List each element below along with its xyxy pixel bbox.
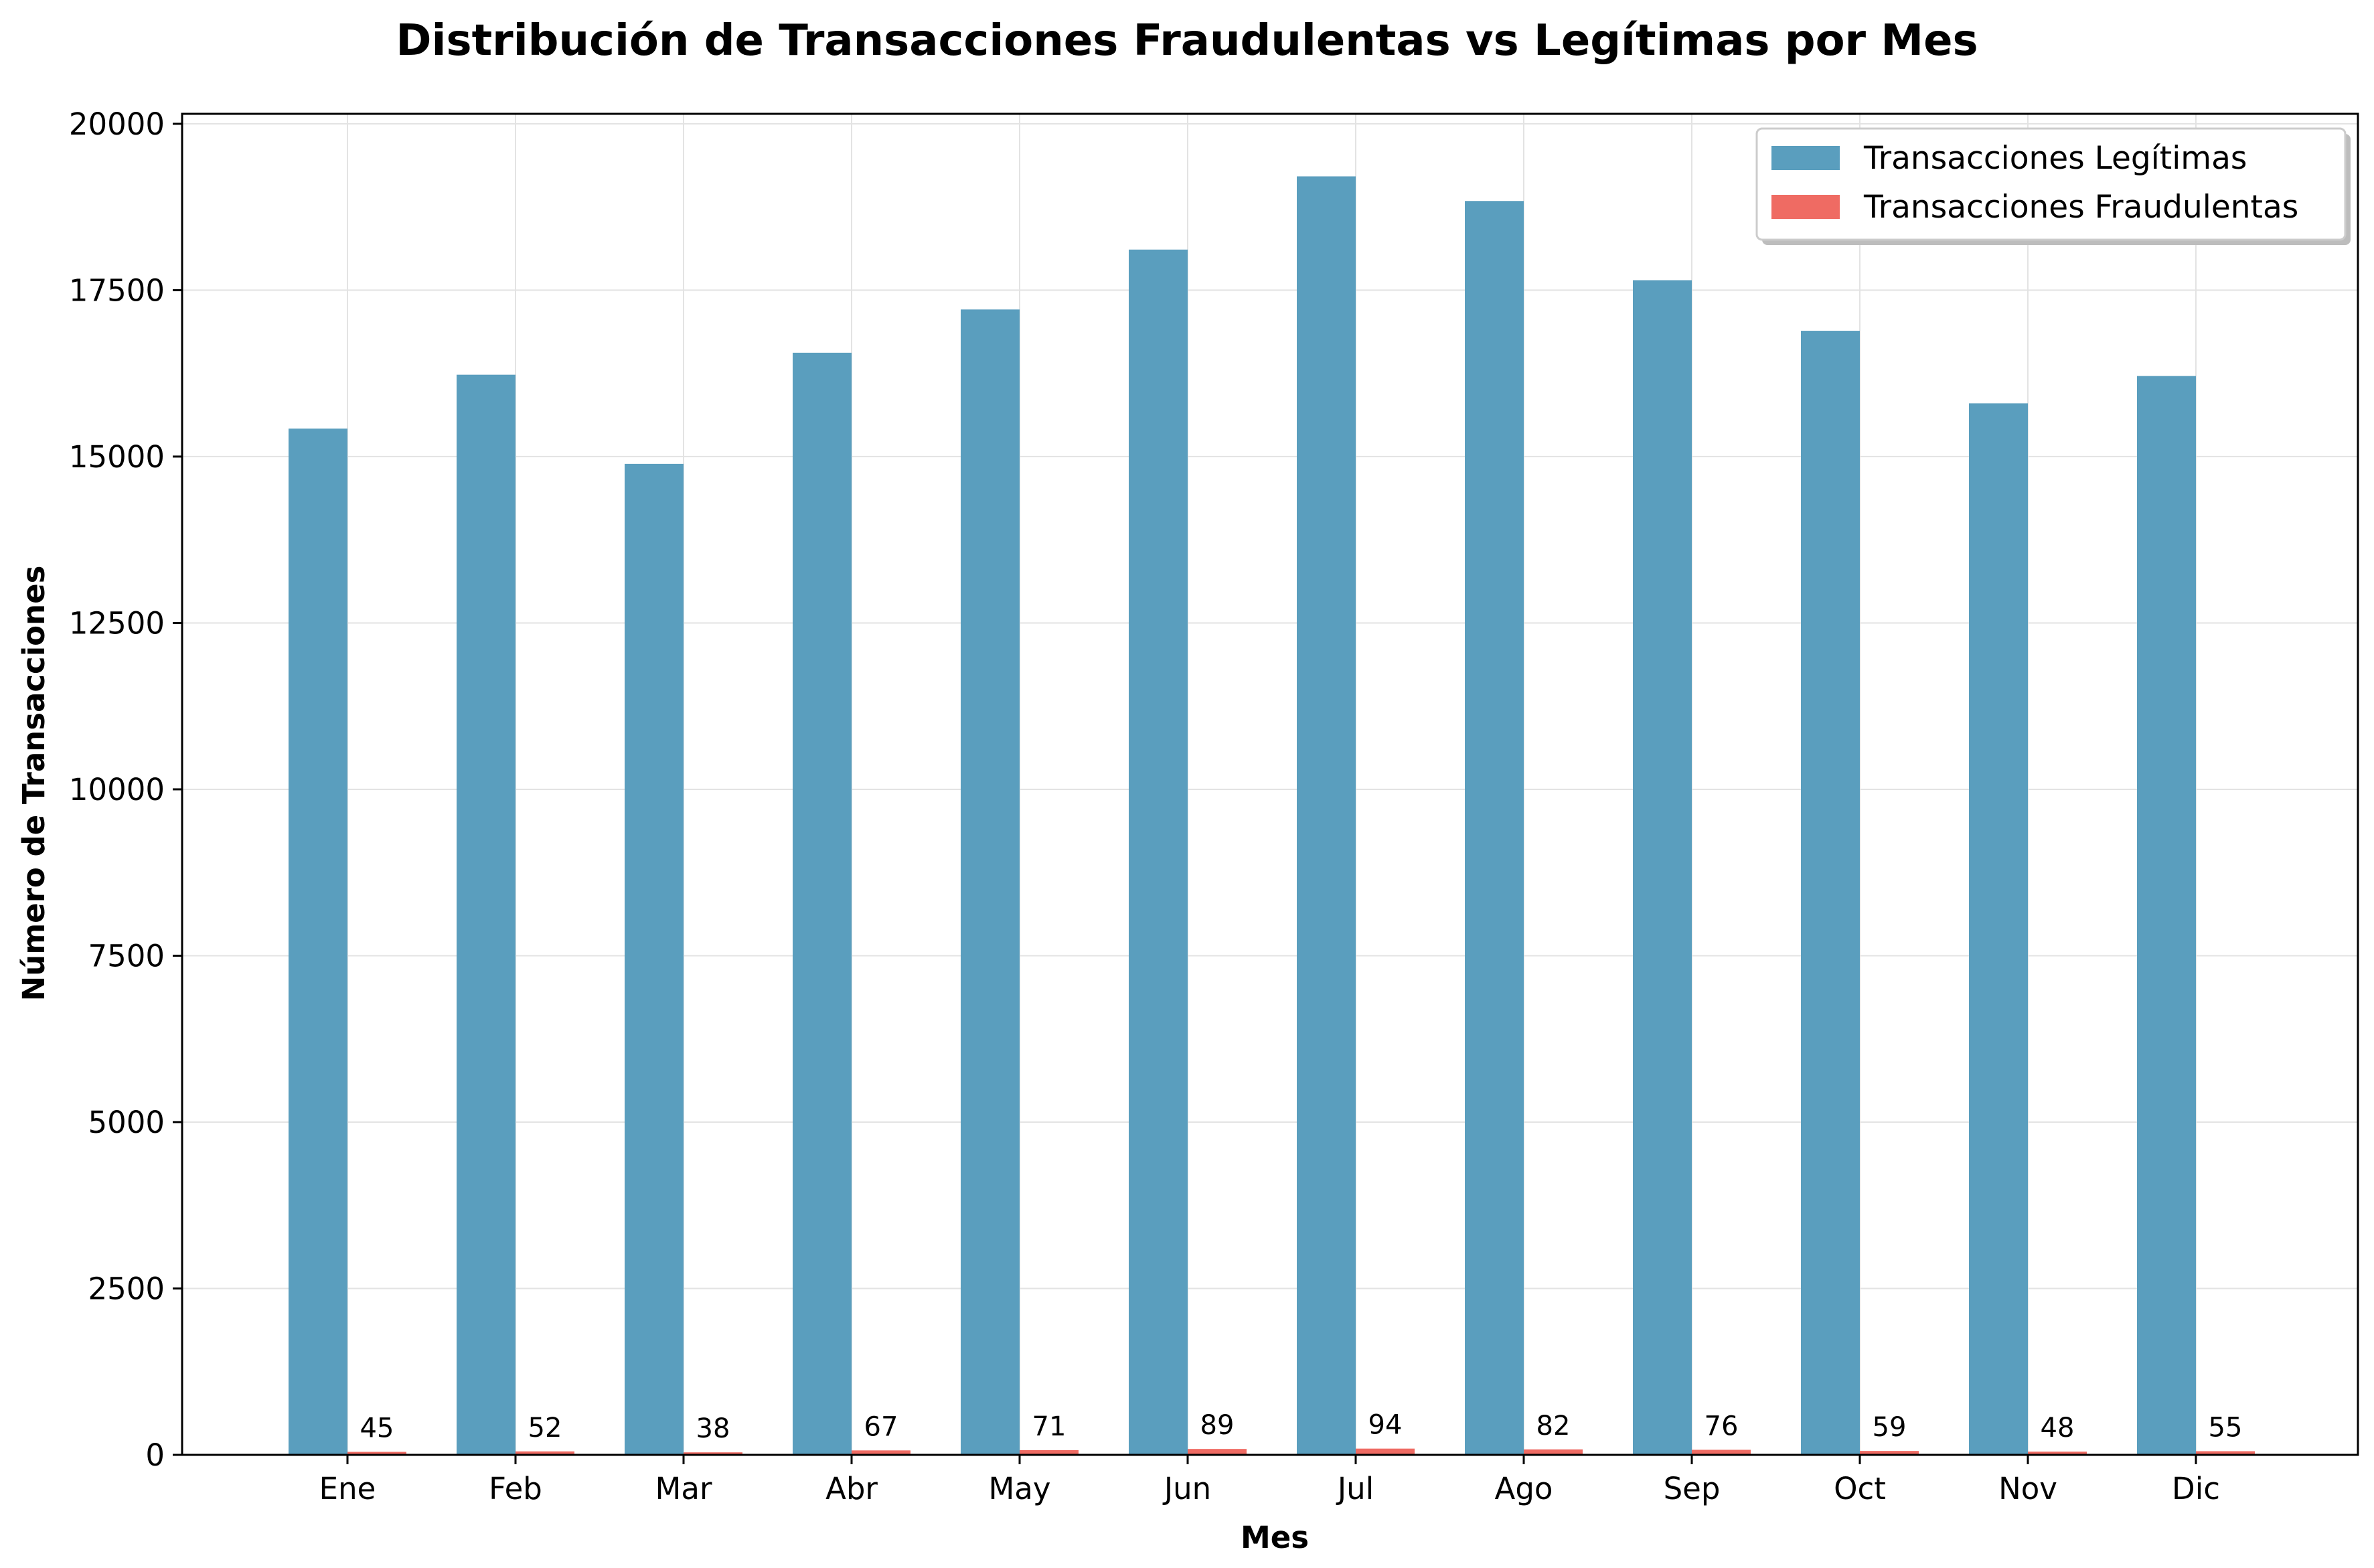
x-tick-label: Abr — [825, 1471, 878, 1506]
y-tick-label: 2500 — [88, 1271, 165, 1306]
bar-fraudulentas — [1860, 1451, 1919, 1455]
data-label-fraudulentas: 59 — [1873, 1412, 1907, 1443]
x-tick-label: Feb — [489, 1471, 542, 1506]
bar-fraudulentas — [1188, 1449, 1247, 1455]
x-tick-label: Jun — [1162, 1471, 1211, 1506]
bar-legitimas — [1801, 331, 1860, 1455]
y-tick-label: 5000 — [88, 1105, 165, 1140]
x-tick-label: Ene — [319, 1471, 376, 1506]
x-tick-label: Dic — [2172, 1471, 2220, 1506]
data-label-fraudulentas: 89 — [1200, 1410, 1235, 1441]
bar-legitimas — [1129, 249, 1188, 1455]
bar-legitimas — [793, 352, 852, 1455]
x-tick-label: May — [988, 1471, 1050, 1506]
x-tick-label: Mar — [655, 1471, 712, 1506]
bar-legitimas — [1465, 201, 1524, 1455]
y-tick-label: 20000 — [69, 106, 165, 142]
bar-legitimas — [961, 309, 1020, 1455]
y-axis-ticks: 0 2500 5000 7500 10000 12500 15000 17500 20000 — [69, 106, 182, 1473]
bar-fraudulentas — [1692, 1449, 1751, 1455]
x-axis-ticks: Ene Feb Mar Abr May Jun Jul Ago Sep Oct Nov Dic — [319, 1455, 2220, 1506]
bar-legitimas — [625, 463, 684, 1456]
bar-fraudulentas — [2028, 1452, 2087, 1455]
chart-title: Distribución de Transacciones Fraudulent… — [396, 16, 1978, 66]
bar-fraudulentas — [852, 1450, 911, 1455]
data-label-fraudulentas: 38 — [696, 1413, 730, 1444]
legend-swatch-legitimas — [1771, 146, 1840, 170]
legend-box — [1755, 127, 2347, 241]
legend: Transacciones Legítimas Transacciones Fra… — [1755, 127, 2351, 245]
bar-legitimas — [2137, 376, 2196, 1456]
data-labels: 45 52 38 67 71 89 94 82 76 59 48 55 — [360, 1410, 2243, 1445]
legend-label: Transacciones Fraudulentas — [1863, 189, 2298, 226]
data-label-fraudulentas: 82 — [1536, 1411, 1571, 1441]
data-label-fraudulentas: 48 — [2041, 1413, 2075, 1443]
data-label-fraudulentas: 45 — [360, 1413, 394, 1444]
y-tick-label: 0 — [145, 1437, 165, 1473]
bars — [289, 176, 2255, 1456]
data-label-fraudulentas: 76 — [1705, 1411, 1739, 1441]
x-tick-label: Sep — [1664, 1471, 1721, 1506]
data-label-fraudulentas: 67 — [864, 1411, 898, 1442]
x-tick-label: Ago — [1495, 1471, 1553, 1506]
plot-frame — [181, 112, 2359, 1456]
bar-fraudulentas — [2196, 1451, 2255, 1455]
y-tick-label: 10000 — [69, 772, 165, 807]
bar-legitimas — [289, 428, 347, 1455]
y-tick-label: 15000 — [69, 439, 165, 475]
data-label-fraudulentas: 94 — [1368, 1410, 1403, 1441]
bar-fraudulentas — [1524, 1449, 1583, 1455]
bar-fraudulentas — [1356, 1448, 1415, 1455]
x-tick-label: Nov — [1998, 1471, 2057, 1506]
y-axis-label: Número de Transacciones — [16, 566, 52, 1002]
y-tick-label: 17500 — [69, 272, 165, 308]
bar-legitimas — [1297, 176, 1356, 1455]
x-axis-label: Mes — [1241, 1520, 1309, 1555]
data-label-fraudulentas: 55 — [2209, 1413, 2243, 1443]
data-label-fraudulentas: 52 — [528, 1413, 562, 1443]
bar-fraudulentas — [516, 1451, 574, 1455]
bar-fraudulentas — [684, 1452, 742, 1455]
legend-swatch-fraudulentas — [1771, 195, 1840, 219]
y-tick-label: 7500 — [88, 938, 165, 973]
bar-legitimas — [1633, 280, 1692, 1455]
bar-legitimas — [1969, 403, 2028, 1455]
bar-fraudulentas — [347, 1452, 406, 1455]
y-tick-label: 12500 — [69, 605, 165, 641]
bar-fraudulentas — [1020, 1449, 1079, 1455]
x-tick-label: Jul — [1336, 1471, 1374, 1506]
bar-legitimas — [457, 374, 516, 1455]
data-label-fraudulentas: 71 — [1032, 1411, 1066, 1442]
legend-label: Transacciones Legítimas — [1863, 140, 2247, 177]
x-tick-label: Oct — [1834, 1471, 1886, 1506]
